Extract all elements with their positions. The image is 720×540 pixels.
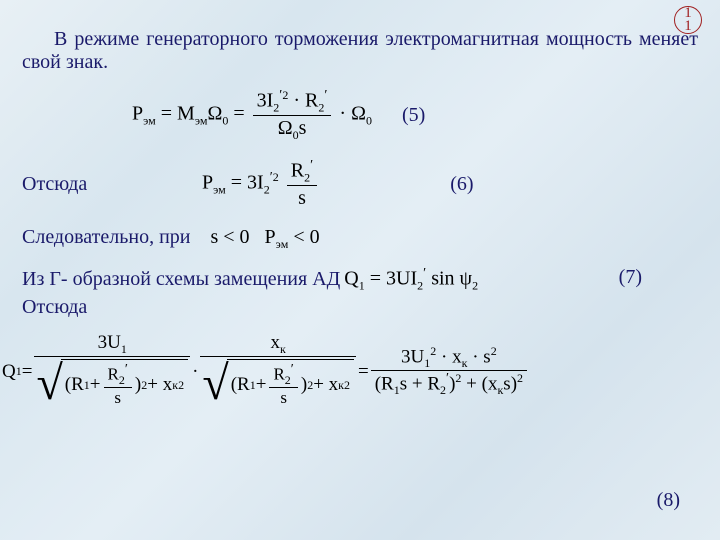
consequently-tail: < 0 bbox=[288, 226, 319, 248]
slide-content: В режиме генераторного торможения электр… bbox=[0, 0, 720, 410]
consequently-post: P bbox=[265, 226, 276, 248]
equation-8-label: (8) bbox=[657, 489, 680, 512]
equation-8: Q1 = 3U1 √ (R1 + R2′ s )2 + xк2 · xк bbox=[2, 333, 698, 411]
consequently-line: Следовательно, при s < 0 Pэм < 0 bbox=[22, 226, 698, 252]
consequently-post-sub: эм bbox=[276, 237, 289, 251]
equation-7-label: (7) bbox=[619, 266, 642, 289]
equation-7: Q1 = 3UI2′ sin ψ2 bbox=[344, 266, 478, 294]
equation-5-label: (5) bbox=[402, 104, 462, 127]
scheme-line: Из Г- образной схемы замещения АД Q1 = 3… bbox=[22, 266, 698, 294]
equation-6: Pэм = 3I2′2 R2′ s bbox=[202, 158, 320, 210]
equation-5: Pэм = MэмΩ0 = 3I2′2 · R2′ Ω0s · Ω0 bbox=[132, 88, 372, 142]
scheme-pre: Из Г- образной схемы замещения АД bbox=[22, 268, 340, 291]
equation-6-row: Отсюда Pэм = 3I2′2 R2′ s (6) bbox=[22, 158, 698, 210]
equation-5-row: Pэм = MэмΩ0 = 3I2′2 · R2′ Ω0s · Ω0 (5) bbox=[22, 88, 698, 142]
page-number-bottom: 1 bbox=[684, 20, 692, 33]
consequently-pre: Следовательно, при bbox=[22, 226, 190, 248]
equation-6-lead: Отсюда bbox=[22, 173, 172, 196]
hence-line: Отсюда bbox=[22, 296, 698, 319]
equation-6-label: (6) bbox=[450, 173, 510, 196]
consequently-cond: s < 0 bbox=[210, 226, 249, 248]
page-number-badge: 1 1 bbox=[674, 6, 702, 34]
intro-paragraph: В режиме генераторного торможения электр… bbox=[22, 28, 698, 74]
